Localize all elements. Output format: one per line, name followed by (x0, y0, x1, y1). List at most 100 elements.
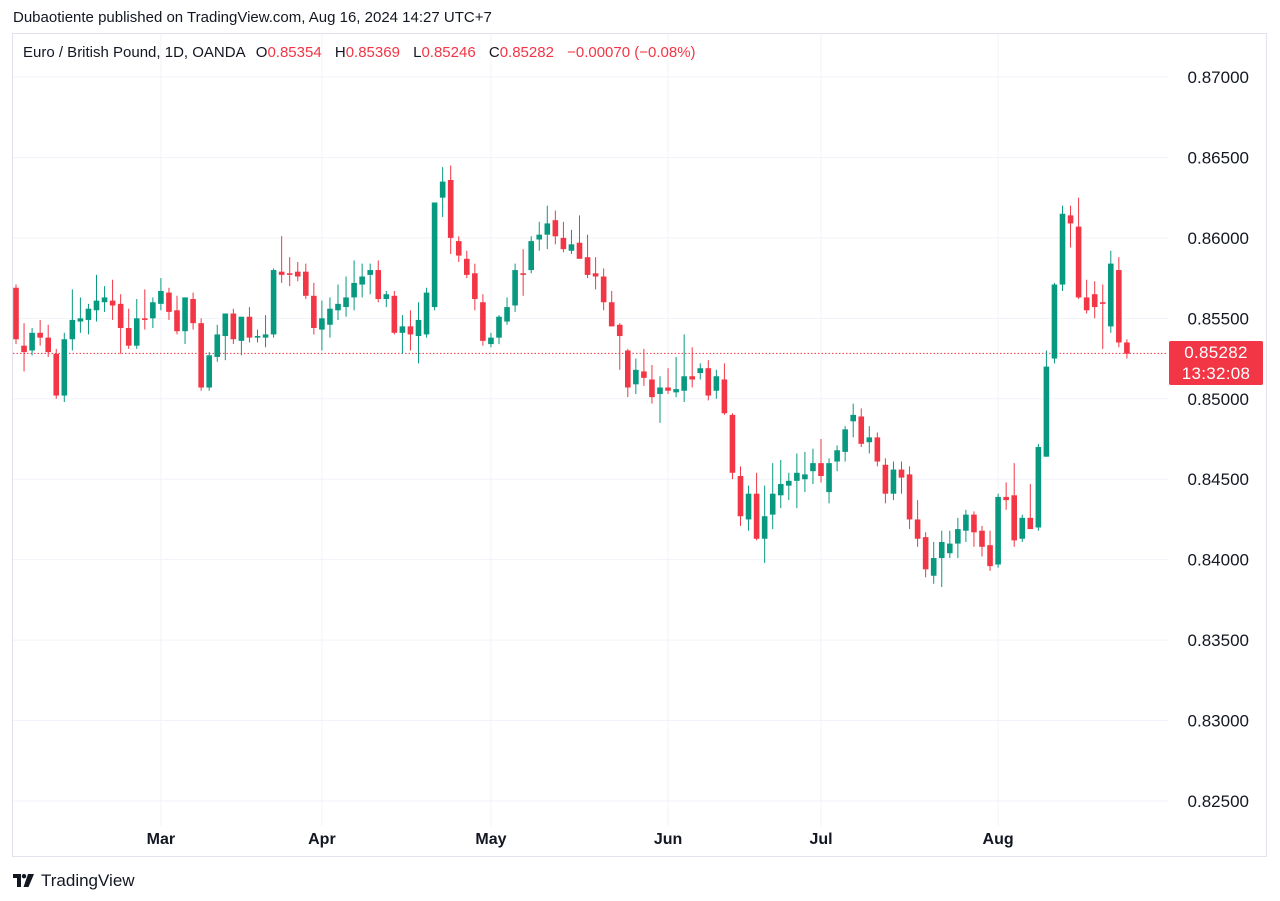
candle-68[interactable] (560, 221, 567, 253)
candle-30[interactable] (254, 329, 261, 343)
candle-64[interactable] (528, 236, 534, 274)
candle-93[interactable] (761, 485, 768, 563)
candle-62[interactable] (512, 263, 518, 312)
candle-16[interactable] (142, 289, 148, 330)
candle-79[interactable] (649, 364, 655, 404)
candle-90[interactable] (737, 466, 744, 526)
candle-9[interactable] (85, 303, 92, 335)
candle-20[interactable] (174, 295, 180, 335)
candle-102[interactable] (834, 445, 840, 472)
candle-21[interactable] (182, 297, 188, 345)
candle-22[interactable] (190, 292, 196, 330)
candle-59[interactable] (488, 332, 494, 348)
candle-13[interactable] (117, 294, 124, 354)
candle-108[interactable] (882, 458, 889, 504)
candle-14[interactable] (125, 308, 132, 349)
candle-6[interactable] (61, 332, 68, 402)
candle-27[interactable] (230, 308, 237, 345)
candle-50[interactable] (415, 302, 422, 364)
candle-8[interactable] (77, 297, 84, 333)
candle-5[interactable] (53, 348, 60, 399)
candle-28[interactable] (238, 316, 245, 356)
candle-125[interactable] (1019, 514, 1026, 542)
candle-115[interactable] (938, 530, 945, 588)
candle-49[interactable] (407, 310, 414, 351)
candle-77[interactable] (633, 358, 639, 394)
candle-80[interactable] (657, 376, 663, 423)
candle-78[interactable] (641, 348, 647, 386)
candle-121[interactable] (987, 530, 993, 571)
candle-61[interactable] (504, 297, 510, 325)
candle-53[interactable] (439, 167, 446, 217)
candle-75[interactable] (616, 323, 623, 370)
candle-42[interactable] (351, 260, 357, 311)
candle-130[interactable] (1059, 205, 1066, 291)
candle-129[interactable] (1051, 282, 1058, 364)
candle-109[interactable] (890, 461, 897, 501)
candle-94[interactable] (769, 463, 776, 530)
candle-63[interactable] (520, 249, 526, 296)
candle-23[interactable] (198, 318, 204, 391)
candle-87[interactable] (713, 369, 720, 399)
candle-65[interactable] (536, 221, 543, 251)
candle-2[interactable] (29, 327, 35, 356)
candle-55[interactable] (455, 236, 462, 263)
candle-117[interactable] (955, 517, 961, 559)
candle-39[interactable] (327, 297, 333, 338)
candle-74[interactable] (608, 290, 615, 327)
candle-45[interactable] (375, 260, 382, 303)
candle-47[interactable] (391, 290, 398, 335)
candle-17[interactable] (150, 297, 156, 328)
candle-131[interactable] (1067, 205, 1074, 248)
candle-88[interactable] (721, 363, 728, 415)
candle-85[interactable] (697, 363, 704, 380)
candle-76[interactable] (625, 348, 631, 398)
candle-12[interactable] (109, 279, 116, 320)
candle-104[interactable] (850, 403, 856, 438)
candle-57[interactable] (472, 263, 478, 311)
candle-81[interactable] (665, 368, 671, 394)
candle-120[interactable] (979, 525, 985, 557)
candle-84[interactable] (689, 347, 695, 388)
candle-35[interactable] (294, 262, 301, 282)
candle-86[interactable] (705, 360, 712, 401)
candle-126[interactable] (1027, 484, 1034, 530)
candle-112[interactable] (914, 500, 921, 547)
candle-91[interactable] (745, 485, 752, 531)
candle-100[interactable] (818, 439, 824, 483)
candle-83[interactable] (681, 334, 687, 402)
candle-122[interactable] (995, 493, 1001, 568)
candle-105[interactable] (858, 408, 865, 448)
candle-31[interactable] (262, 315, 269, 348)
candle-15[interactable] (133, 299, 140, 349)
candle-3[interactable] (37, 319, 43, 346)
candle-110[interactable] (898, 461, 905, 494)
candle-38[interactable] (319, 300, 325, 351)
candle-138[interactable] (1124, 339, 1130, 359)
candle-119[interactable] (971, 511, 977, 547)
candle-128[interactable] (1043, 350, 1050, 457)
candle-98[interactable] (802, 451, 808, 493)
candle-29[interactable] (246, 307, 253, 343)
candle-56[interactable] (464, 250, 470, 279)
candle-32[interactable] (270, 268, 277, 338)
candle-41[interactable] (343, 276, 349, 317)
candle-0[interactable] (13, 284, 19, 345)
candle-25[interactable] (214, 324, 221, 362)
candle-137[interactable] (1116, 257, 1122, 348)
candle-37[interactable] (311, 282, 317, 335)
candle-106[interactable] (866, 426, 873, 454)
candle-135[interactable] (1099, 284, 1106, 349)
candle-82[interactable] (673, 356, 679, 398)
candle-114[interactable] (930, 541, 937, 584)
candle-36[interactable] (303, 263, 309, 300)
candle-127[interactable] (1035, 443, 1042, 531)
candle-52[interactable] (431, 202, 438, 311)
candle-10[interactable] (93, 274, 100, 322)
candle-51[interactable] (423, 287, 430, 338)
candle-97[interactable] (794, 453, 800, 509)
candle-44[interactable] (367, 263, 373, 295)
candle-26[interactable] (222, 313, 229, 361)
candle-103[interactable] (842, 426, 848, 462)
